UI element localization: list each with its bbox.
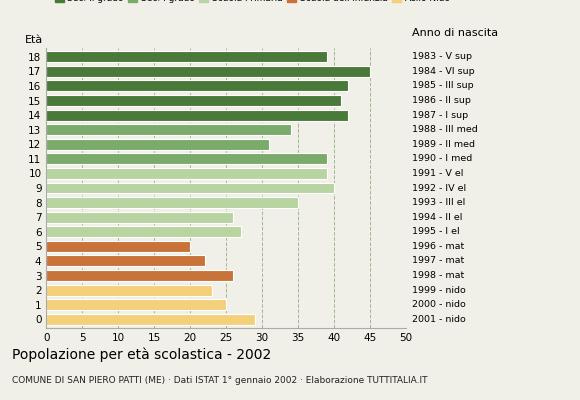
Bar <box>46 66 370 77</box>
Text: 1987 - I sup: 1987 - I sup <box>412 110 469 120</box>
Legend: Sec. II grado, Sec. I grado, Scuola Primaria, Scuola dell'Infanzia, Asilo Nido: Sec. II grado, Sec. I grado, Scuola Prim… <box>51 0 454 7</box>
Text: 2000 - nido: 2000 - nido <box>412 300 466 309</box>
Text: 1998 - mat: 1998 - mat <box>412 271 465 280</box>
Text: 1995 - I el: 1995 - I el <box>412 227 460 236</box>
Bar <box>46 124 291 135</box>
Text: 1988 - III med: 1988 - III med <box>412 125 478 134</box>
Bar <box>46 256 205 266</box>
Text: 1993 - III el: 1993 - III el <box>412 198 466 207</box>
Text: 1984 - VI sup: 1984 - VI sup <box>412 67 475 76</box>
Bar <box>46 285 212 296</box>
Bar <box>46 139 269 150</box>
Text: 1991 - V el: 1991 - V el <box>412 169 463 178</box>
Bar <box>46 153 327 164</box>
Text: Anno di nascita: Anno di nascita <box>412 28 498 38</box>
Text: 1997 - mat: 1997 - mat <box>412 256 465 266</box>
Bar <box>46 95 341 106</box>
Text: 1989 - II med: 1989 - II med <box>412 140 475 149</box>
Bar <box>46 314 255 325</box>
Text: Popolazione per età scolastica - 2002: Popolazione per età scolastica - 2002 <box>12 348 271 362</box>
Text: 1999 - nido: 1999 - nido <box>412 286 466 294</box>
Text: 1985 - III sup: 1985 - III sup <box>412 82 474 90</box>
Text: 1983 - V sup: 1983 - V sup <box>412 52 472 61</box>
Text: Età: Età <box>24 35 43 45</box>
Bar <box>46 241 190 252</box>
Bar <box>46 299 226 310</box>
Text: 2001 - nido: 2001 - nido <box>412 315 466 324</box>
Text: COMUNE DI SAN PIERO PATTI (ME) · Dati ISTAT 1° gennaio 2002 · Elaborazione TUTTI: COMUNE DI SAN PIERO PATTI (ME) · Dati IS… <box>12 376 427 385</box>
Bar <box>46 168 327 179</box>
Bar <box>46 182 334 194</box>
Text: 1994 - II el: 1994 - II el <box>412 213 463 222</box>
Text: 1996 - mat: 1996 - mat <box>412 242 465 251</box>
Text: 1990 - I med: 1990 - I med <box>412 154 473 163</box>
Text: 1992 - IV el: 1992 - IV el <box>412 184 466 192</box>
Bar <box>46 270 233 281</box>
Bar <box>46 51 327 62</box>
Bar <box>46 212 233 223</box>
Text: 1986 - II sup: 1986 - II sup <box>412 96 471 105</box>
Bar <box>46 226 241 237</box>
Bar <box>46 197 298 208</box>
Bar <box>46 110 349 120</box>
Bar <box>46 80 349 91</box>
